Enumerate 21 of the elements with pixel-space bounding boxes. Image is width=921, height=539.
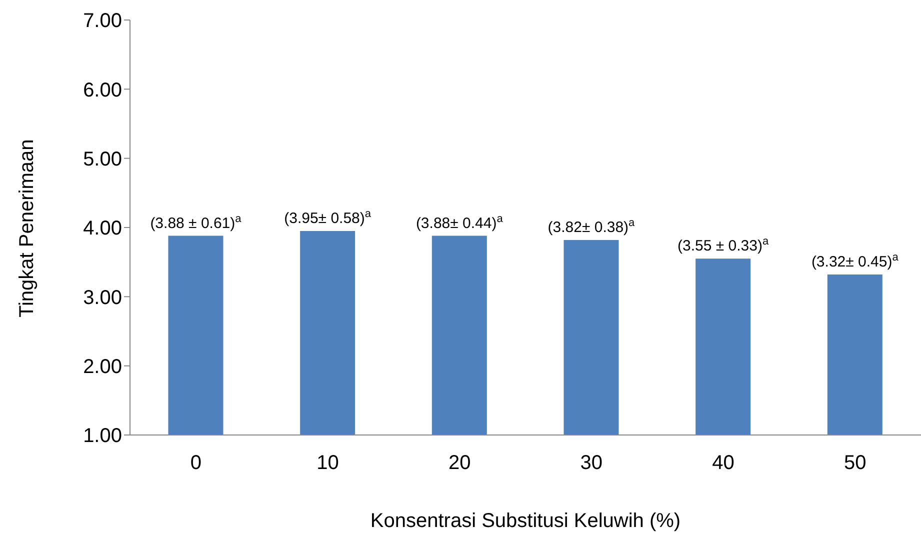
data-label: (3.95± 0.58)$^{a}$	[284, 208, 372, 227]
x-tick-label: 0	[190, 452, 202, 474]
data-label: (3.32± 0.45)$^{a}$	[811, 252, 900, 271]
y-tick-label: 3.00	[83, 286, 122, 309]
x-tick-label: 20	[448, 452, 471, 474]
x-tick-label: 50	[844, 452, 866, 474]
data-label: (3.82± 0.38)$^{a}$	[548, 216, 636, 236]
x-tick-label: 30	[580, 452, 603, 474]
y-tick-label: 5.00	[83, 148, 122, 170]
y-tick-label: 2.00	[83, 356, 122, 378]
y-tick-label: 7.00	[83, 10, 122, 32]
data-label: (3.88± 0.44)$^{a}$	[416, 212, 504, 232]
data-label: (3.88 ± 0.61)$^{a}$	[150, 212, 242, 232]
x-tick-label: 40	[712, 452, 734, 474]
y-tick-label: 1.00	[83, 425, 122, 448]
y-axis-title: Tingkat Penerimaan	[16, 139, 38, 318]
y-tick-label: 6.00	[83, 79, 122, 102]
x-axis-title: Konsentrasi Substitusi Keluwih (%)	[370, 510, 681, 532]
y-tick-label: 4.00	[83, 218, 122, 240]
x-tick-label: 10	[316, 452, 339, 474]
data-label: (3.55 ± 0.33)$^{a}$	[678, 236, 770, 255]
